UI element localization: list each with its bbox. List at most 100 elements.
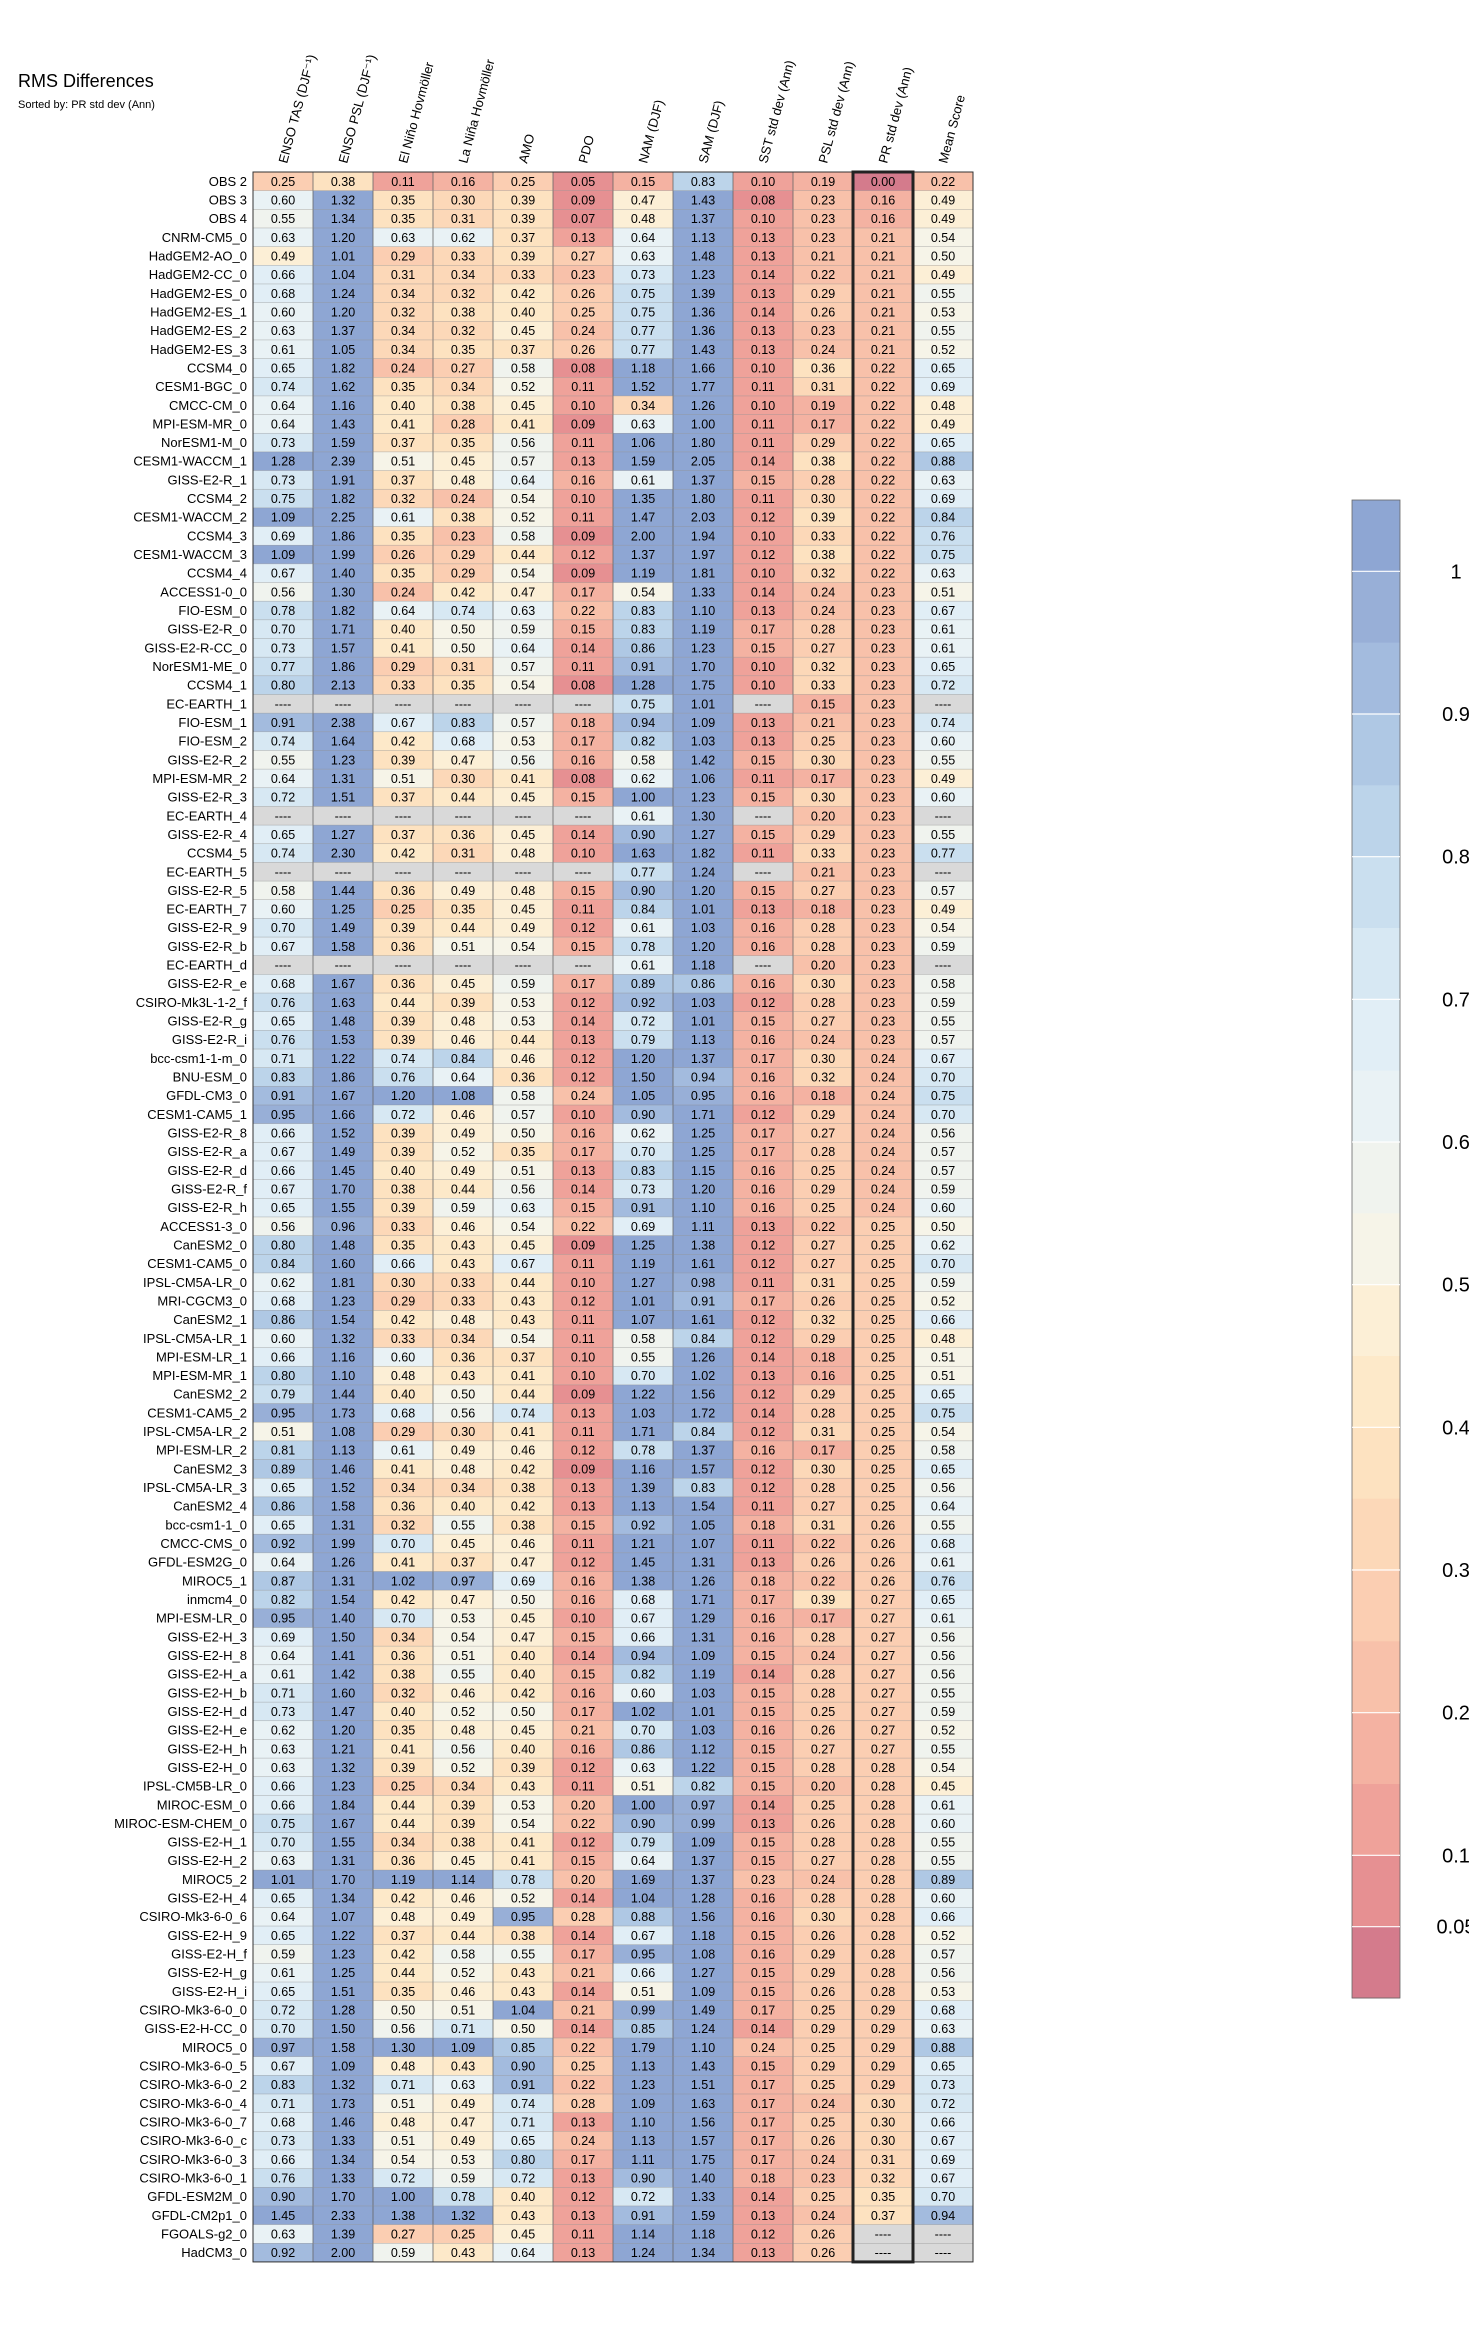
heatmap-cell (433, 1366, 493, 1385)
cell-value: 0.45 (511, 324, 535, 338)
cell-value: 0.86 (631, 1742, 655, 1756)
heatmap-cell (733, 377, 793, 396)
cell-value: 0.29 (811, 828, 835, 842)
heatmap-cell (373, 377, 433, 396)
heatmap-cell (853, 2093, 913, 2113)
cell-value: 0.31 (811, 380, 835, 394)
cell-value: 0.70 (631, 1724, 655, 1738)
cell-value: 0.22 (811, 1220, 835, 1234)
heatmap-cell (853, 638, 913, 658)
cell-value: 0.42 (511, 1462, 535, 1476)
cell-value: 1.45 (331, 1164, 355, 1178)
heatmap-cell (793, 2131, 853, 2150)
heatmap-cell (913, 937, 973, 956)
cell-value: 0.64 (631, 1854, 655, 1868)
cell-value: 0.22 (931, 175, 955, 189)
cell-value: 0.49 (271, 249, 295, 263)
heatmap-cell (433, 1105, 493, 1124)
heatmap-cell (313, 1422, 373, 1441)
cell-value: 0.43 (451, 1238, 475, 1252)
cell-value: 1.20 (691, 1182, 715, 1196)
cell-value: 1.55 (331, 1201, 355, 1215)
heatmap-cell (673, 172, 733, 191)
cell-value: 0.23 (811, 324, 835, 338)
cell-value: 1.81 (691, 567, 715, 581)
cell-value: 0.38 (511, 1481, 535, 1495)
cell-value: 0.27 (871, 1724, 895, 1738)
heatmap-cell (853, 302, 913, 322)
cell-value: 0.41 (391, 641, 415, 655)
heatmap-cell (853, 2149, 913, 2169)
cell-value: 0.13 (751, 903, 775, 917)
heatmap-cell (793, 918, 853, 938)
cell-value: 0.44 (451, 1929, 475, 1943)
cell-value: 0.14 (751, 2022, 775, 2036)
cell-value: 0.24 (811, 2097, 835, 2111)
heatmap-cell (913, 563, 973, 583)
cell-value: 0.16 (571, 1593, 595, 1607)
heatmap-cell (673, 1944, 733, 1964)
heatmap-cell (553, 339, 613, 359)
cell-value: 0.15 (751, 473, 775, 487)
heatmap-cell (433, 1235, 493, 1255)
cell-value: 0.58 (631, 753, 655, 767)
cell-value: 0.25 (811, 2078, 835, 2092)
heatmap-cell (733, 2224, 793, 2244)
cell-value: 0.15 (751, 828, 775, 842)
cell-value: 0.47 (451, 1593, 475, 1607)
cell-value: 0.74 (271, 380, 295, 394)
cell-value: 0.26 (811, 2134, 835, 2148)
cell-value: 0.26 (811, 1294, 835, 1308)
cell-value: 0.99 (631, 2004, 655, 2018)
heatmap-cell (733, 1459, 793, 1479)
heatmap-cell (373, 1422, 433, 1441)
heatmap-cell (613, 1608, 673, 1628)
heatmap-cell (553, 2168, 613, 2188)
heatmap-cell (253, 2205, 313, 2225)
cell-value: 0.09 (571, 1238, 595, 1252)
cell-value: 0.51 (931, 1350, 955, 1364)
cell-value: 1.69 (631, 1873, 655, 1887)
heatmap-cell (553, 1310, 613, 1329)
cell-value: 0.70 (631, 1369, 655, 1383)
cell-value: 0.54 (931, 1425, 955, 1439)
cell-value: 1.37 (691, 1854, 715, 1868)
heatmap-cell (673, 1646, 733, 1665)
row-label: GISS-E2-R_b (168, 939, 247, 954)
cell-value: 0.92 (631, 996, 655, 1010)
heatmap-cell (373, 1049, 433, 1068)
cell-value: 0.47 (511, 585, 535, 599)
cell-value: 0.61 (631, 809, 655, 823)
cell-value: 0.33 (451, 249, 475, 263)
cell-value: 0.75 (931, 1406, 955, 1420)
cell-value: 0.45 (511, 791, 535, 805)
heatmap-cell (733, 955, 793, 975)
cell-value: 0.58 (931, 977, 955, 991)
cell-value: 0.28 (811, 1686, 835, 1700)
cell-value: 0.26 (811, 1985, 835, 1999)
heatmap-cell (313, 1216, 373, 1236)
cell-value: 0.53 (451, 2153, 475, 2167)
cell-value: 0.64 (271, 1556, 295, 1570)
heatmap-cell (493, 1160, 553, 1180)
cell-value: 0.53 (931, 305, 955, 319)
cell-value: 0.74 (271, 735, 295, 749)
column-header: El Niño Hovmöller (395, 60, 437, 165)
cell-value: 0.61 (931, 1798, 955, 1812)
heatmap-cell (373, 694, 433, 714)
cell-value: 0.16 (871, 193, 895, 207)
cell-value: ---- (755, 809, 772, 823)
row-label: IPSL-CM5A-LR_3 (143, 1480, 247, 1495)
heatmap-cell (733, 451, 793, 471)
heatmap-cell (313, 190, 373, 210)
heatmap-cell (253, 2224, 313, 2244)
cell-value: 0.82 (271, 1593, 295, 1607)
cell-value: 0.53 (511, 1015, 535, 1029)
cell-value: 0.25 (871, 1406, 895, 1420)
cell-value: 0.26 (571, 343, 595, 357)
cell-value: 1.21 (331, 1742, 355, 1756)
heatmap-cell (853, 1067, 913, 1087)
cell-value: 0.35 (391, 529, 415, 543)
heatmap-cell (433, 451, 493, 471)
heatmap-cell (313, 1944, 373, 1964)
